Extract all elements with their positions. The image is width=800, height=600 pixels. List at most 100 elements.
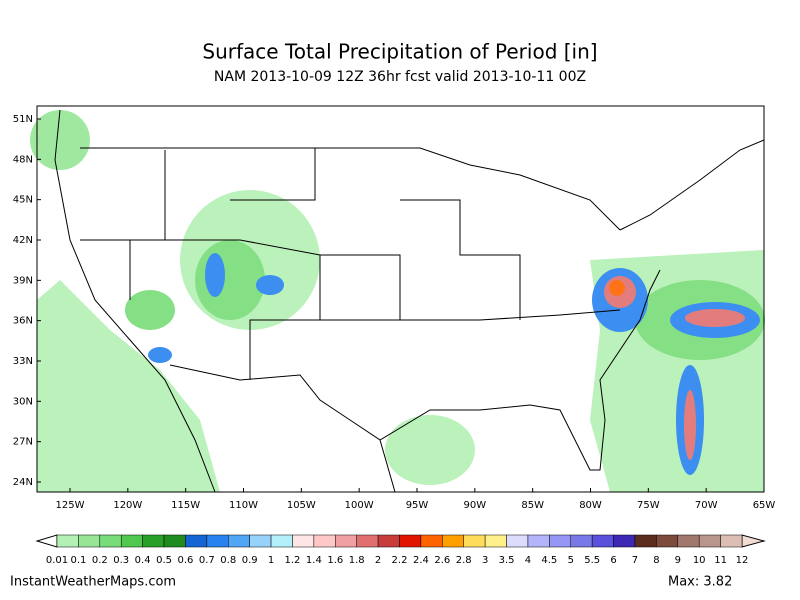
lon-label: 85W xyxy=(521,500,544,511)
colorbar-swatch xyxy=(335,534,357,548)
lat-label: 48N xyxy=(13,154,33,165)
colorbar-swatch xyxy=(527,534,550,548)
colorbar-label: 4.5 xyxy=(541,555,557,566)
colorbar-end xyxy=(741,534,766,548)
colorbar-label: 8 xyxy=(653,555,659,566)
colorbar-label: 5 xyxy=(568,555,574,566)
colorbar-swatch xyxy=(484,534,507,548)
map-subtitle: NAM 2013-10-09 12Z 36hr fcst valid 2013-… xyxy=(214,69,586,85)
colorbar-label: 2.2 xyxy=(392,555,408,566)
lat-label: 45N xyxy=(13,195,33,206)
colorbar-swatch xyxy=(78,534,101,548)
colorbar-swatch xyxy=(570,534,593,548)
lon-label: 90W xyxy=(464,500,487,511)
colorbar-swatch xyxy=(656,534,679,548)
colorbar-swatch xyxy=(270,534,293,548)
colorbar-swatch xyxy=(356,534,379,548)
colorbar-label: 2 xyxy=(375,555,381,566)
map-frame xyxy=(36,105,765,493)
lon-label: 105W xyxy=(287,500,316,511)
colorbar-label: 0.4 xyxy=(135,555,151,566)
colorbar-label: 0.1 xyxy=(70,555,86,566)
colorbar-label: 0.01 xyxy=(46,555,68,566)
lat-label: 36N xyxy=(13,316,33,327)
colorbar-swatch xyxy=(206,534,229,548)
axis-labels: 51N 48N 45N 42N 39N 36N 33N 30N 27N 24N 125W 120W 11… xyxy=(13,114,776,511)
colorbar-swatch xyxy=(142,534,165,548)
colorbar-swatch xyxy=(399,534,422,548)
colorbar-label: 0.8 xyxy=(220,555,236,566)
colorbar-swatch xyxy=(228,534,250,548)
colorbar-label: 11 xyxy=(714,555,727,566)
colorbar-swatch xyxy=(120,534,143,548)
colorbar-label: 9 xyxy=(675,555,681,566)
colorbar-swatch xyxy=(377,534,400,548)
colorbar-label: 0.7 xyxy=(199,555,215,566)
colorbar-label: 4 xyxy=(525,555,531,566)
colorbar-label: 2.4 xyxy=(413,555,429,566)
colorbar: 0.01 0.1 0.2 0.3 0.4 0.5 0.6 0.7 0.8 0.9 1 1.2 1.4 1.… xyxy=(35,534,766,566)
colorbar-label: 12 xyxy=(736,555,749,566)
colorbar-label: 1.6 xyxy=(327,555,343,566)
lon-label: 75W xyxy=(637,500,660,511)
lon-label: 120W xyxy=(113,500,142,511)
boundaries xyxy=(54,109,765,493)
lon-label: 70W xyxy=(695,500,718,511)
max-value: Max: 3.82 xyxy=(668,575,732,590)
colorbar-label: 0.3 xyxy=(113,555,129,566)
lat-label: 39N xyxy=(13,275,33,286)
lon-label: 125W xyxy=(56,500,85,511)
colorbar-end xyxy=(35,534,58,548)
colorbar-swatch xyxy=(720,534,743,548)
lat-label: 42N xyxy=(13,235,33,246)
colorbar-label: 0.5 xyxy=(156,555,172,566)
colorbar-swatch xyxy=(677,534,700,548)
lat-label: 33N xyxy=(13,356,33,367)
colorbar-label: 2.6 xyxy=(434,555,450,566)
lon-label: 65W xyxy=(753,500,776,511)
map-title: Surface Total Precipitation of Period [i… xyxy=(202,40,597,64)
colorbar-swatch xyxy=(163,534,186,548)
colorbar-swatch xyxy=(292,534,315,548)
colorbar-label: 5.5 xyxy=(584,555,600,566)
colorbar-swatch xyxy=(313,534,336,548)
colorbar-label: 1.8 xyxy=(349,555,365,566)
lon-label: 95W xyxy=(406,500,429,511)
colorbar-label: 3 xyxy=(482,555,488,566)
lon-label: 110W xyxy=(229,500,258,511)
colorbar-label: 1 xyxy=(268,555,274,566)
colorbar-swatch xyxy=(634,534,657,548)
colorbar-label: 6 xyxy=(610,555,616,566)
colorbar-swatch xyxy=(56,534,79,548)
lon-label: 100W xyxy=(345,500,374,511)
colorbar-swatch xyxy=(549,534,571,548)
lat-label: 27N xyxy=(13,437,33,448)
colorbar-label: 1.4 xyxy=(306,555,322,566)
colorbar-swatch xyxy=(698,534,721,548)
lat-label: 51N xyxy=(13,114,33,125)
lon-label: 80W xyxy=(579,500,602,511)
colorbar-label: 0.2 xyxy=(92,555,108,566)
lat-label: 24N xyxy=(13,477,33,488)
colorbar-label: 1.2 xyxy=(285,555,301,566)
lat-label: 30N xyxy=(13,396,33,407)
colorbar-label: 2.8 xyxy=(456,555,472,566)
colorbar-swatch xyxy=(506,534,529,548)
colorbar-label: 0.6 xyxy=(177,555,193,566)
colorbar-label: 10 xyxy=(693,555,706,566)
colorbar-label: 0.9 xyxy=(242,555,258,566)
lon-label: 115W xyxy=(171,500,200,511)
colorbar-label: 3.5 xyxy=(499,555,515,566)
precip-field xyxy=(30,110,765,492)
colorbar-swatch xyxy=(442,534,464,548)
colorbar-label: 7 xyxy=(632,555,638,566)
colorbar-swatch xyxy=(249,534,272,548)
colorbar-swatch xyxy=(99,534,122,548)
colorbar-swatch xyxy=(463,534,486,548)
colorbar-swatch xyxy=(591,534,614,548)
source-credit: InstantWeatherMaps.com xyxy=(10,575,176,590)
colorbar-swatch xyxy=(613,534,636,548)
map-area xyxy=(30,105,765,493)
colorbar-swatch xyxy=(185,534,208,548)
